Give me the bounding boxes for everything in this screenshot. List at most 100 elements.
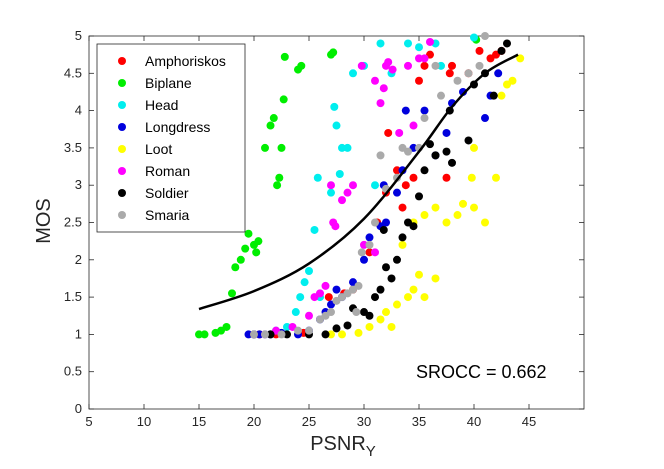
- data-point: [475, 61, 484, 70]
- data-point: [481, 114, 489, 123]
- data-point: [327, 188, 335, 197]
- data-point: [448, 61, 456, 70]
- data-point: [437, 61, 445, 70]
- data-point: [266, 121, 275, 130]
- data-point: [376, 39, 385, 48]
- data-point: [388, 65, 397, 74]
- y-axis: 0 0.5 1 1.5 2 2.5 3 3.5 4 4.5 5: [64, 28, 584, 416]
- data-point: [365, 248, 374, 257]
- data-point: [442, 128, 451, 137]
- data-point: [360, 255, 368, 264]
- legend: Amphoriskos Biplane Head Longdress Loot Roman…: [96, 43, 246, 233]
- fit-curve-group: [198, 53, 519, 311]
- data-point: [401, 106, 410, 115]
- data-point: [371, 218, 379, 227]
- data-point: [330, 102, 339, 111]
- data-point: [420, 166, 429, 175]
- data-point: [357, 61, 366, 70]
- legend-entry: Roman: [145, 163, 190, 179]
- data-point: [489, 91, 498, 100]
- data-point: [296, 293, 305, 302]
- data-point: [236, 255, 245, 264]
- data-point: [277, 143, 286, 152]
- legend-marker: [118, 79, 126, 87]
- data-point: [365, 233, 374, 242]
- data-point: [273, 181, 282, 190]
- data-point: [420, 61, 429, 70]
- data-point: [291, 308, 300, 317]
- data-point: [398, 233, 407, 242]
- data-point: [387, 322, 396, 331]
- data-point: [327, 330, 335, 339]
- data-point: [393, 300, 401, 309]
- data-point: [497, 91, 506, 100]
- data-point: [420, 293, 429, 302]
- legend-marker: [118, 189, 126, 197]
- x-tick-label: 5: [85, 414, 92, 429]
- data-points: [195, 32, 525, 339]
- data-point: [195, 330, 203, 339]
- data-point: [297, 61, 306, 70]
- data-point: [387, 274, 396, 283]
- data-point: [398, 203, 407, 212]
- data-point: [379, 225, 388, 234]
- data-point: [376, 285, 385, 294]
- data-point: [338, 196, 346, 205]
- data-point: [349, 69, 357, 78]
- data-point: [283, 330, 291, 339]
- data-point: [431, 61, 440, 70]
- data-point: [357, 248, 366, 257]
- data-point: [280, 52, 289, 61]
- data-point: [475, 46, 484, 55]
- data-point: [470, 33, 478, 42]
- data-point: [365, 311, 374, 320]
- data-point: [426, 140, 434, 149]
- data-point: [329, 48, 338, 57]
- data-point: [382, 263, 390, 272]
- fit-curve: [198, 53, 519, 311]
- data-point: [448, 158, 456, 167]
- legend-box: [96, 43, 246, 233]
- legend-marker: [118, 123, 126, 131]
- data-point: [445, 69, 454, 78]
- data-point: [431, 151, 440, 160]
- x-axis-title-subscript: Y: [366, 443, 376, 460]
- data-point: [470, 203, 478, 212]
- data-point: [376, 99, 385, 108]
- data-point: [261, 143, 269, 152]
- data-point: [464, 69, 473, 78]
- data-point: [310, 225, 319, 234]
- data-point: [228, 289, 236, 298]
- data-point: [275, 173, 284, 182]
- y-tick-label: 0: [75, 401, 82, 416]
- data-point: [415, 43, 423, 52]
- data-point: [415, 54, 423, 63]
- data-point: [453, 76, 462, 85]
- data-point: [360, 240, 368, 249]
- data-point: [266, 330, 275, 339]
- data-point: [371, 293, 379, 302]
- data-point: [327, 181, 335, 190]
- y-tick-label: 4.5: [64, 65, 82, 80]
- y-tick-label: 3.5: [64, 140, 82, 155]
- data-point: [305, 311, 313, 320]
- data-point: [395, 128, 404, 137]
- data-point: [305, 266, 313, 275]
- data-point: [343, 143, 352, 152]
- x-axis-title: PSNRY: [310, 433, 376, 460]
- data-point: [420, 211, 429, 220]
- legend-entry: Smaria: [145, 207, 190, 223]
- data-point: [442, 218, 451, 227]
- data-point: [384, 128, 393, 137]
- data-point: [382, 308, 390, 317]
- data-point: [222, 322, 231, 331]
- legend-marker: [118, 167, 126, 175]
- data-point: [231, 263, 240, 272]
- data-point: [241, 244, 250, 253]
- data-point: [354, 281, 363, 290]
- data-point: [352, 308, 361, 317]
- legend-marker: [118, 57, 126, 65]
- y-tick-label: 1.5: [64, 289, 82, 304]
- data-point: [431, 274, 440, 283]
